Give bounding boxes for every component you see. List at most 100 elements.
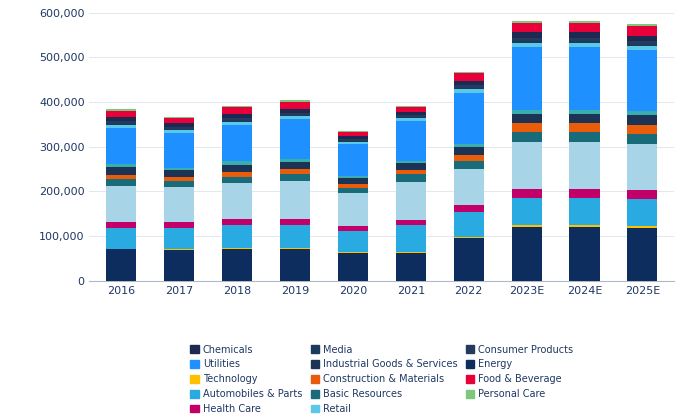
Bar: [396, 174, 426, 181]
Bar: [570, 21, 599, 23]
Bar: [512, 32, 541, 38]
Bar: [164, 178, 194, 181]
Bar: [570, 109, 599, 114]
Bar: [396, 225, 426, 252]
Bar: [164, 181, 194, 187]
Bar: [570, 47, 599, 109]
Bar: [106, 179, 136, 186]
Bar: [570, 41, 599, 43]
Bar: [280, 109, 310, 113]
Bar: [570, 23, 599, 32]
Bar: [453, 72, 484, 73]
Bar: [627, 26, 658, 36]
Bar: [280, 113, 310, 115]
Bar: [280, 225, 310, 248]
Bar: [280, 219, 310, 225]
Bar: [222, 106, 252, 107]
Bar: [164, 129, 194, 130]
Bar: [222, 161, 252, 165]
Bar: [106, 248, 136, 249]
Bar: [106, 249, 136, 281]
Bar: [396, 181, 426, 220]
Bar: [222, 114, 252, 118]
Bar: [512, 41, 541, 43]
Bar: [627, 228, 658, 281]
Bar: [512, 23, 541, 32]
Bar: [164, 118, 194, 124]
Bar: [280, 101, 310, 109]
Bar: [338, 139, 368, 140]
Bar: [280, 119, 310, 159]
Bar: [106, 228, 136, 248]
Bar: [512, 47, 541, 109]
Bar: [453, 237, 484, 238]
Bar: [627, 199, 658, 226]
Bar: [106, 128, 136, 164]
Bar: [338, 226, 368, 231]
Bar: [453, 81, 484, 85]
Bar: [396, 117, 426, 118]
Bar: [627, 115, 658, 125]
Bar: [453, 147, 484, 155]
Bar: [453, 89, 484, 93]
Bar: [512, 21, 541, 23]
Bar: [280, 169, 310, 174]
Bar: [106, 186, 136, 222]
Bar: [627, 36, 658, 41]
Bar: [396, 160, 426, 163]
Bar: [222, 125, 252, 161]
Bar: [570, 32, 599, 38]
Bar: [164, 133, 194, 168]
Bar: [338, 184, 368, 188]
Bar: [627, 125, 658, 134]
Bar: [453, 93, 484, 144]
Bar: [164, 249, 194, 250]
Bar: [164, 117, 194, 118]
Bar: [164, 250, 194, 281]
Bar: [396, 170, 426, 174]
Bar: [453, 155, 484, 161]
Bar: [338, 178, 368, 184]
Bar: [453, 85, 484, 88]
Bar: [453, 205, 484, 212]
Bar: [453, 169, 484, 205]
Bar: [453, 238, 484, 281]
Bar: [106, 117, 136, 121]
Bar: [453, 88, 484, 89]
Bar: [570, 189, 599, 198]
Bar: [280, 174, 310, 181]
Bar: [627, 50, 658, 111]
Bar: [338, 142, 368, 144]
Bar: [512, 109, 541, 114]
Bar: [222, 122, 252, 125]
Bar: [106, 125, 136, 128]
Bar: [453, 212, 484, 237]
Bar: [453, 144, 484, 147]
Bar: [222, 165, 252, 172]
Bar: [164, 168, 194, 171]
Bar: [338, 188, 368, 193]
Bar: [222, 183, 252, 219]
Bar: [627, 41, 658, 44]
Bar: [222, 219, 252, 225]
Bar: [222, 176, 252, 183]
Bar: [106, 111, 136, 117]
Bar: [570, 114, 599, 124]
Bar: [396, 106, 426, 107]
Bar: [570, 124, 599, 132]
Bar: [570, 38, 599, 41]
Bar: [164, 127, 194, 129]
Bar: [280, 115, 310, 116]
Bar: [453, 73, 484, 81]
Bar: [106, 121, 136, 123]
Bar: [106, 109, 136, 111]
Bar: [106, 222, 136, 228]
Bar: [570, 227, 599, 281]
Bar: [164, 171, 194, 178]
Bar: [396, 121, 426, 160]
Bar: [570, 132, 599, 142]
Bar: [396, 107, 426, 112]
Bar: [396, 252, 426, 253]
Bar: [627, 190, 658, 199]
Bar: [512, 132, 541, 142]
